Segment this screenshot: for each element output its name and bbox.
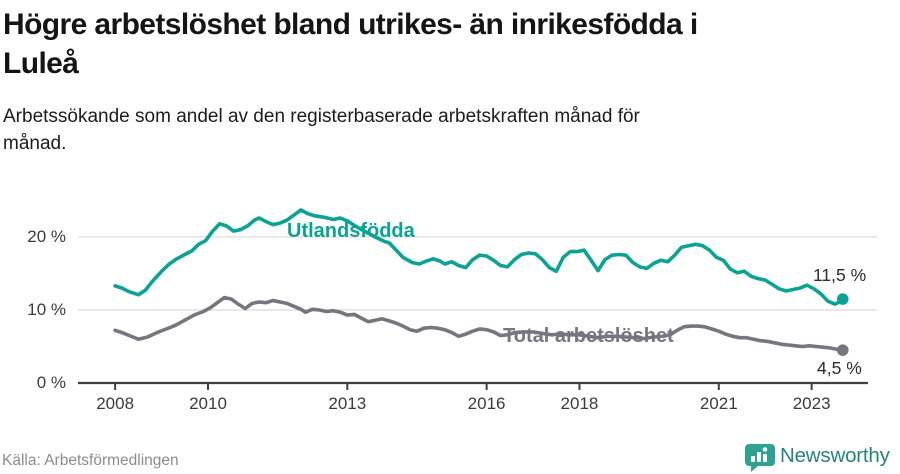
x-tick-label: 2010 bbox=[189, 394, 227, 413]
x-tick-label: 2021 bbox=[699, 394, 738, 413]
x-tick-label: 2013 bbox=[328, 394, 367, 413]
y-tick-label: 0 % bbox=[36, 373, 66, 392]
page-title: Högre arbetslöshet bland utrikes- än inr… bbox=[3, 8, 698, 80]
bar-chart-pin-icon bbox=[745, 444, 775, 472]
chart-subtitle: Arbetssökande som andel av den registerb… bbox=[3, 106, 640, 154]
x-tick-label: 2008 bbox=[96, 394, 135, 413]
newsworthy-brand: Newsworthy bbox=[744, 441, 900, 473]
series-line-0 bbox=[113, 208, 845, 306]
end-value-label-total: 4,5 % bbox=[817, 358, 862, 378]
series-label-utlandsfodda: Utlandsfödda bbox=[287, 220, 415, 242]
newsworthy-logo-text: Newsworthy bbox=[780, 444, 890, 467]
end-value-label-utlandsfodda: 11,5 % bbox=[813, 265, 867, 285]
x-tick-label: 2016 bbox=[467, 394, 506, 413]
series-line-1 bbox=[113, 295, 845, 352]
x-tick-label: 2018 bbox=[560, 394, 599, 413]
y-tick-label: 10 % bbox=[27, 299, 66, 319]
x-tick-label: 2023 bbox=[792, 394, 831, 413]
source-attribution: Källa: Arbetsförmedlingen bbox=[2, 452, 179, 469]
series-end-dot-1 bbox=[836, 344, 849, 356]
series-label-total-arbetsloshet: Total arbetslöshet bbox=[503, 325, 674, 347]
y-tick-label: 20 % bbox=[27, 226, 66, 246]
series-end-dot-0 bbox=[836, 293, 849, 305]
